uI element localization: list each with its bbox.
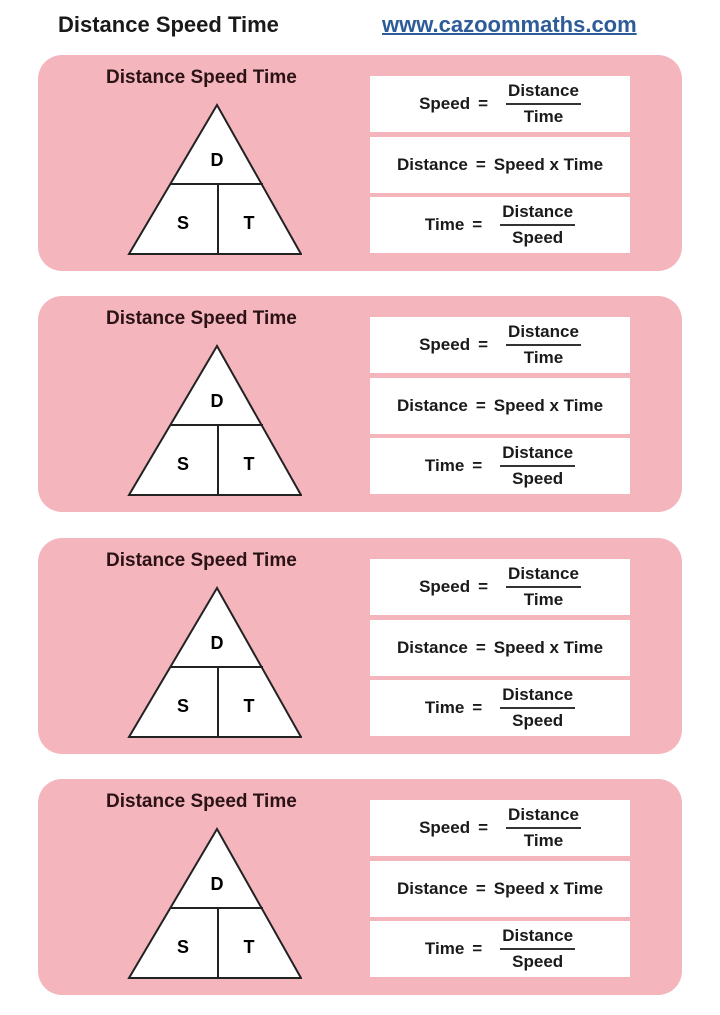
formula-box: Time = Distance Speed <box>370 438 630 494</box>
formula-box: Time = Distance Speed <box>370 921 630 977</box>
formula-lhs: Speed <box>419 335 471 354</box>
triangle-top-label: D <box>211 874 224 894</box>
denominator: Speed <box>512 952 564 971</box>
denominator: Time <box>523 590 564 609</box>
triangle-right-label: T <box>244 696 255 716</box>
numerator: Distance <box>500 926 576 950</box>
numerator: Distance <box>500 685 576 709</box>
formula-box: Speed = Distance Time <box>370 317 630 373</box>
card-title: Distance Speed Time <box>106 550 297 571</box>
formula-rhs: Speed x Time <box>493 638 604 657</box>
formula-lhs: Distance <box>396 879 468 898</box>
triangle-top-label: D <box>211 391 224 411</box>
formula-box: Speed = Distance Time <box>370 559 630 615</box>
formula-box: Time = Distance Speed <box>370 680 630 736</box>
formula-lhs: Distance <box>396 638 468 657</box>
formula-triangle: D S T <box>127 344 302 496</box>
equals-sign: = <box>478 94 489 113</box>
formula-card: Distance Speed Time D S T Speed = Distanc… <box>38 779 682 995</box>
triangle-left-label: S <box>177 454 189 474</box>
formula-lhs: Speed <box>419 94 471 113</box>
formula-triangle: D S T <box>127 827 302 979</box>
card-title: Distance Speed Time <box>106 308 297 329</box>
denominator: Speed <box>512 711 564 730</box>
fraction: Distance Speed <box>500 926 576 972</box>
formula-lhs: Speed <box>419 577 471 596</box>
website-link[interactable]: www.cazoommaths.com <box>382 12 637 37</box>
triangle-left-label: S <box>177 937 189 957</box>
equals-sign: = <box>478 818 489 837</box>
equals-sign: = <box>475 638 486 657</box>
formula-rhs: Speed x Time <box>493 879 604 898</box>
denominator: Speed <box>512 469 564 488</box>
equals-sign: = <box>475 879 486 898</box>
formula-box: Distance = Speed x Time <box>370 378 630 434</box>
fraction: Distance Time <box>506 564 581 610</box>
denominator: Time <box>523 348 564 367</box>
numerator: Distance <box>506 322 581 346</box>
triangle-right-label: T <box>244 937 255 957</box>
formula-lhs: Time <box>424 215 465 234</box>
denominator: Time <box>523 831 564 850</box>
equals-sign: = <box>472 698 483 717</box>
formula-box: Speed = Distance Time <box>370 800 630 856</box>
equals-sign: = <box>478 335 489 354</box>
numerator: Distance <box>506 805 581 829</box>
triangle-left-label: S <box>177 213 189 233</box>
card-title: Distance Speed Time <box>106 791 297 812</box>
fraction: Distance Time <box>506 81 581 127</box>
formula-box: Distance = Speed x Time <box>370 137 630 193</box>
formula-box: Time = Distance Speed <box>370 197 630 253</box>
equals-sign: = <box>472 215 483 234</box>
equals-sign: = <box>475 396 486 415</box>
formula-card: Distance Speed Time D S T Speed = Distanc… <box>38 538 682 754</box>
equals-sign: = <box>478 577 489 596</box>
formula-lhs: Speed <box>419 818 471 837</box>
triangle-top-label: D <box>211 150 224 170</box>
formula-lhs: Time <box>424 698 465 717</box>
denominator: Speed <box>512 228 564 247</box>
equals-sign: = <box>472 939 483 958</box>
denominator: Time <box>523 107 564 126</box>
formula-box: Distance = Speed x Time <box>370 861 630 917</box>
triangle-right-label: T <box>244 213 255 233</box>
formula-lhs: Time <box>424 456 465 475</box>
equals-sign: = <box>472 456 483 475</box>
numerator: Distance <box>500 202 576 226</box>
fraction: Distance Speed <box>500 685 576 731</box>
fraction: Distance Time <box>506 322 581 368</box>
fraction: Distance Time <box>506 805 581 851</box>
formula-lhs: Distance <box>396 396 468 415</box>
numerator: Distance <box>500 443 576 467</box>
formula-box: Distance = Speed x Time <box>370 620 630 676</box>
equals-sign: = <box>475 155 486 174</box>
formula-card: Distance Speed Time D S T Speed = Distanc… <box>38 55 682 271</box>
formula-lhs: Distance <box>396 155 468 174</box>
formula-box: Speed = Distance Time <box>370 76 630 132</box>
triangle-top-label: D <box>211 633 224 653</box>
triangle-right-label: T <box>244 454 255 474</box>
page-title: Distance Speed Time <box>58 12 279 37</box>
formula-card: Distance Speed Time D S T Speed = Distanc… <box>38 296 682 512</box>
formula-rhs: Speed x Time <box>493 396 604 415</box>
formula-lhs: Time <box>424 939 465 958</box>
fraction: Distance Speed <box>500 443 576 489</box>
formula-rhs: Speed x Time <box>493 155 604 174</box>
fraction: Distance Speed <box>500 202 576 248</box>
numerator: Distance <box>506 81 581 105</box>
formula-triangle: D S T <box>127 103 302 255</box>
card-title: Distance Speed Time <box>106 67 297 88</box>
triangle-left-label: S <box>177 696 189 716</box>
formula-triangle: D S T <box>127 586 302 738</box>
numerator: Distance <box>506 564 581 588</box>
